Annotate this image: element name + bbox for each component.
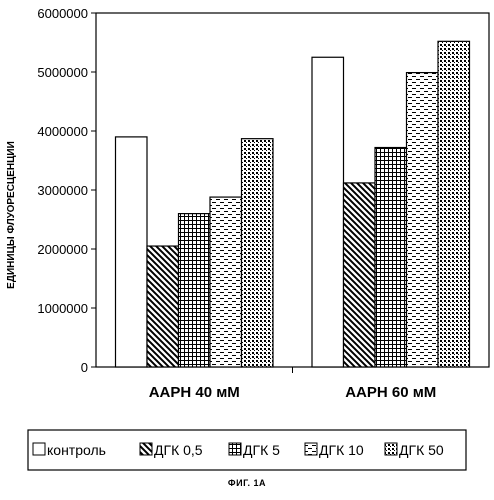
legend-label: контроль: [47, 442, 106, 458]
legend-swatch: [384, 442, 398, 456]
bar: [437, 40, 471, 368]
category-label: ААРН 60 мМ: [345, 384, 436, 401]
y-tick-label: 5000000: [37, 65, 88, 80]
bar: [342, 182, 376, 368]
legend-label: ДГК 0,5: [154, 442, 203, 458]
y-tick-label: 1000000: [37, 301, 88, 316]
legend: контроль ДГК 0,5 ДГК 5 ДГК 10 ДГК 50: [32, 442, 444, 458]
legend-swatch: [304, 442, 318, 456]
bar: [114, 136, 148, 368]
bar: [374, 146, 408, 368]
y-axis-title: ЕДИНИЦЫ ФЛУОРЕСЦЕНЦИИ: [6, 141, 17, 289]
legend-label: ДГК 5: [243, 442, 280, 458]
category-label: ААРН 40 мМ: [149, 384, 240, 401]
x-axis: ААРН 40 мМ ААРН 60 мМ: [149, 384, 437, 401]
legend-label: ДГК 50: [399, 442, 444, 458]
y-tick-label: 6000000: [37, 6, 88, 21]
bars: [114, 40, 471, 368]
figure-caption: ФИГ. 1А: [227, 478, 267, 488]
bar: [177, 213, 211, 368]
legend-swatch: [139, 442, 153, 456]
bar: [146, 245, 180, 368]
y-tick-label: 2000000: [37, 242, 88, 257]
bar: [405, 71, 439, 368]
y-tick-label: 3000000: [37, 183, 88, 198]
legend-label: ДГК 10: [319, 442, 364, 458]
legend-swatch: [228, 442, 242, 456]
bar: [209, 196, 243, 368]
y-tick-label: 0: [81, 360, 88, 375]
bar: [311, 56, 345, 368]
legend-swatch: [32, 442, 46, 456]
y-axis: 0 1000000 2000000 3000000 4000000 5000000 6000…: [37, 6, 96, 375]
y-tick-label: 4000000: [37, 124, 88, 139]
bar: [240, 138, 274, 368]
